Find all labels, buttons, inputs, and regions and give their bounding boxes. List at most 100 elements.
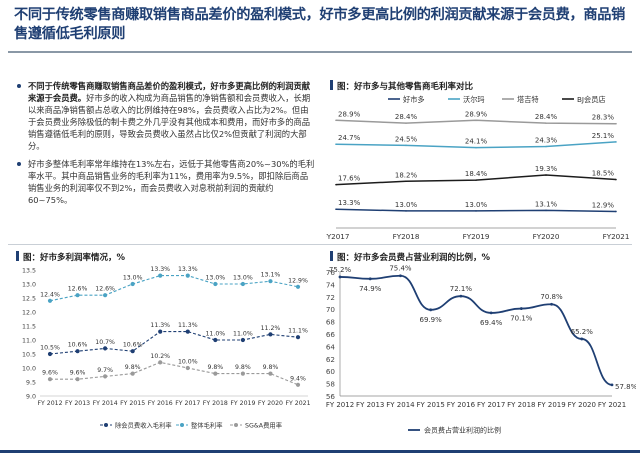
data-point [545,209,547,212]
data-label: 9.8% [125,364,141,371]
x-tick-label: FY 2021 [598,401,626,409]
data-label: 24.3% [535,136,558,144]
x-tick-label: FY2020 [533,232,560,241]
data-label: 11.0% [233,331,253,338]
data-point [130,349,135,354]
data-point [615,210,617,213]
data-point [335,143,337,146]
data-point [213,337,218,343]
bullet-item: 不同于传统零售商赚取销售商品差价的盈利模式，好市多更高比例的利润贡献来源于会员费… [16,80,316,152]
y-tick-label: 68 [326,318,336,327]
data-point [338,275,342,279]
data-label: 9.8% [235,364,251,371]
data-point [240,281,245,287]
series-line [339,274,613,386]
x-tick-label: FY 2016 [447,401,476,409]
data-point [75,293,80,298]
y-tick-label: 58 [326,380,336,389]
y-tick-label: 11.0 [22,338,36,345]
data-point [103,346,108,351]
data-label: 13.0% [206,275,226,282]
data-label: 12.4% [40,291,60,298]
data-point [130,281,135,287]
data-label: 12.9% [288,277,308,284]
x-tick-label: FY 2017 [175,400,200,407]
y-tick-label: 10.5 [22,352,36,359]
data-point [475,210,477,212]
legend-label: 整体毛利率 [191,421,222,430]
data-point [519,307,523,310]
chart1-title: 图：好市多与其他零售商毛利率对比 [330,80,473,92]
data-point [615,178,617,181]
data-label: 13.3% [178,266,198,273]
data-label: 72.1% [450,285,473,293]
data-label: 13.3% [338,199,361,207]
data-point [335,183,337,186]
data-point [295,382,301,387]
data-point [335,208,337,210]
legend-label: 除会员费收入毛利率 [115,421,172,430]
data-label: 12.6% [68,286,88,293]
y-tick-label: 70 [326,305,336,314]
data-point [475,119,477,122]
y-tick-label: 72 [326,293,335,302]
data-label: 13.1% [535,200,558,208]
data-point [405,122,407,124]
bullet-bold: 不同于传统零售商赚取销售商品差价的盈利模式，好市多更高比例的利润贡献来源于会员费… [28,81,311,103]
data-point [335,119,337,122]
bullet-text: 好市多的收入构成为商品销售的净销售额和会员费收入，长期以来商品净销售额占总收入的… [28,93,311,151]
data-point [185,273,190,278]
data-label: 13.0% [123,275,143,282]
data-point [405,144,407,147]
data-label: 12.6% [95,286,115,293]
data-label: 11.3% [178,322,198,329]
data-point [550,302,553,306]
x-tick-label: FY 2021 [285,400,310,407]
data-point [240,371,245,376]
y-tick-label: 10.0 [22,366,36,373]
data-point [545,145,547,148]
data-label: 9.6% [42,370,58,377]
data-point [130,371,135,376]
data-label: 24.7% [338,134,361,142]
data-label: 10.2% [150,353,170,360]
data-point [47,377,53,382]
x-tick-label: FY 2019 [230,400,255,407]
data-point [47,298,53,303]
title-divider [8,51,632,53]
legend-marker [104,423,108,427]
data-point [489,311,493,315]
x-tick-label: FY 2020 [258,400,283,407]
x-tick-label: FY 2015 [416,401,444,409]
data-point [429,308,433,312]
y-tick-label: 66 [326,330,336,339]
legend-label: 塔吉特 [517,95,539,104]
data-label: 9.8% [207,364,223,371]
series-line [50,361,299,386]
data-label: 17.6% [338,175,361,183]
x-tick-label: FY2021 [603,232,630,241]
data-point [75,349,80,354]
x-tick-label: FY 2013 [65,400,90,407]
data-label: 9.6% [70,370,86,377]
x-tick-label: FY 2013 [356,401,384,409]
data-point [545,122,547,124]
data-label: 13.0% [395,201,418,209]
data-label: 24.1% [465,138,488,146]
data-point [405,180,407,183]
data-label: 18.5% [592,170,615,178]
data-label: 13.0% [233,275,253,282]
data-point [75,377,80,382]
legend-label: 沃尔玛 [463,95,485,104]
data-point [240,337,245,343]
y-tick-label: 13.0 [22,282,36,289]
data-label: 19.3% [535,165,558,173]
y-tick-label: 60 [326,367,336,376]
legend-marker [180,423,184,427]
data-point [295,284,301,289]
data-label: 75.2% [329,266,352,274]
x-tick-label: FY 2014 [386,401,415,409]
chart2-title: 图：好市多利润率情况，% [16,251,125,263]
